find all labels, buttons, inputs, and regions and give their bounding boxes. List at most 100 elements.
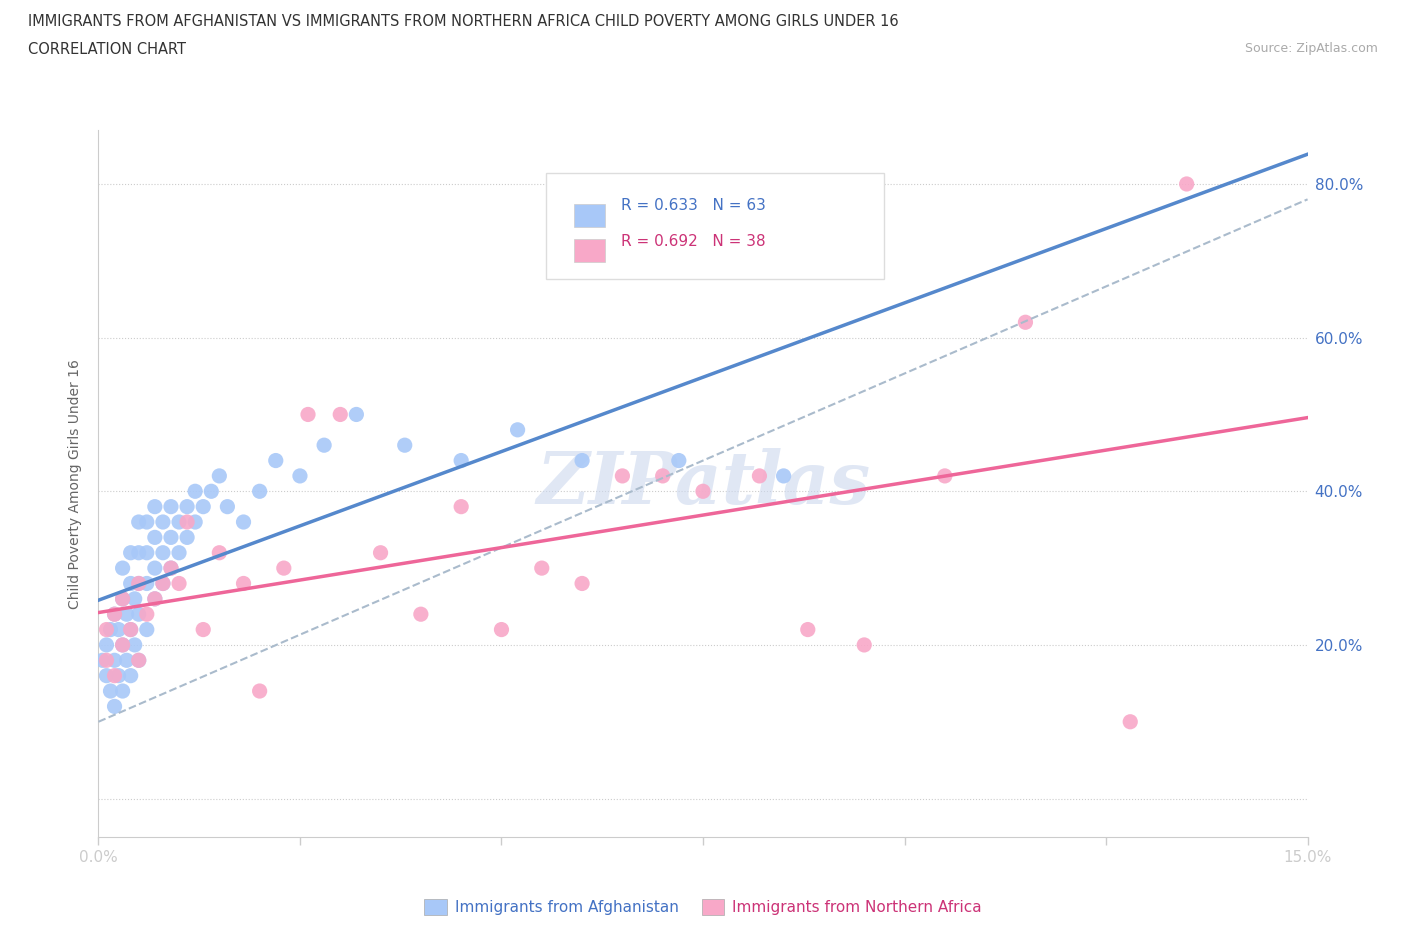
Point: [128, 576, 150, 591]
Point: [264, 453, 287, 468]
Point: [103, 606, 125, 621]
Point: [772, 469, 794, 484]
Point: [297, 407, 319, 422]
Point: [103, 653, 125, 668]
Point: [103, 699, 125, 714]
Point: [120, 669, 142, 684]
Point: [128, 576, 150, 591]
Point: [288, 469, 311, 484]
Point: [120, 576, 142, 591]
Point: [184, 514, 207, 529]
Point: [107, 669, 129, 684]
Point: [1175, 177, 1198, 192]
Point: [120, 622, 142, 637]
Point: [249, 684, 271, 698]
Point: [176, 499, 198, 514]
Text: R = 0.692   N = 38: R = 0.692 N = 38: [621, 233, 765, 248]
Point: [128, 606, 150, 621]
Text: CORRELATION CHART: CORRELATION CHART: [28, 42, 186, 57]
Text: IMMIGRANTS FROM AFGHANISTAN VS IMMIGRANTS FROM NORTHERN AFRICA CHILD POVERTY AMO: IMMIGRANTS FROM AFGHANISTAN VS IMMIGRANT…: [28, 14, 898, 29]
Point: [748, 469, 770, 484]
Point: [934, 469, 956, 484]
Point: [506, 422, 529, 437]
Point: [651, 469, 673, 484]
Point: [128, 514, 150, 529]
Point: [409, 606, 432, 621]
Y-axis label: Child Poverty Among Girls Under 16: Child Poverty Among Girls Under 16: [69, 359, 83, 608]
Point: [100, 684, 122, 698]
Point: [167, 545, 190, 560]
Point: [143, 591, 166, 606]
FancyBboxPatch shape: [574, 239, 605, 262]
Point: [143, 591, 166, 606]
Point: [491, 622, 513, 637]
Point: [135, 606, 157, 621]
Point: [344, 407, 367, 422]
FancyBboxPatch shape: [546, 173, 884, 279]
Point: [208, 469, 231, 484]
Point: [853, 637, 876, 652]
Point: [111, 637, 134, 652]
Point: [612, 469, 634, 484]
Point: [160, 499, 183, 514]
Point: [193, 622, 215, 637]
Point: [530, 561, 553, 576]
Point: [692, 484, 714, 498]
Point: [152, 576, 174, 591]
Point: [115, 653, 138, 668]
Point: [143, 499, 166, 514]
Point: [152, 545, 174, 560]
Point: [217, 499, 239, 514]
Point: [103, 606, 125, 621]
Legend: Immigrants from Afghanistan, Immigrants from Northern Africa: Immigrants from Afghanistan, Immigrants …: [418, 893, 988, 922]
Text: ZIPatlas: ZIPatlas: [536, 448, 870, 519]
Point: [797, 622, 820, 637]
Point: [135, 545, 157, 560]
Point: [314, 438, 336, 453]
Point: [232, 514, 254, 529]
Point: [160, 530, 183, 545]
Point: [111, 561, 134, 576]
Point: [450, 499, 472, 514]
Point: [124, 591, 146, 606]
Point: [200, 484, 222, 498]
Point: [128, 653, 150, 668]
Point: [152, 576, 174, 591]
Point: [143, 530, 166, 545]
Point: [176, 514, 198, 529]
Text: Source: ZipAtlas.com: Source: ZipAtlas.com: [1244, 42, 1378, 55]
Point: [111, 637, 134, 652]
Point: [160, 561, 183, 576]
Point: [152, 514, 174, 529]
Point: [668, 453, 690, 468]
Point: [96, 622, 118, 637]
Point: [208, 545, 231, 560]
Point: [394, 438, 416, 453]
Point: [249, 484, 271, 498]
Point: [450, 453, 472, 468]
Point: [111, 684, 134, 698]
Point: [96, 637, 118, 652]
Point: [193, 499, 215, 514]
Point: [329, 407, 352, 422]
Point: [120, 545, 142, 560]
Point: [571, 453, 593, 468]
FancyBboxPatch shape: [574, 204, 605, 227]
Point: [184, 484, 207, 498]
Point: [115, 606, 138, 621]
Point: [1014, 315, 1036, 330]
Point: [176, 530, 198, 545]
Point: [135, 576, 157, 591]
Point: [135, 514, 157, 529]
Point: [111, 591, 134, 606]
Point: [232, 576, 254, 591]
Text: R = 0.633   N = 63: R = 0.633 N = 63: [621, 197, 766, 213]
Point: [111, 591, 134, 606]
Point: [167, 514, 190, 529]
Point: [571, 576, 593, 591]
Point: [135, 622, 157, 637]
Point: [273, 561, 295, 576]
Point: [96, 669, 118, 684]
Point: [128, 653, 150, 668]
Point: [96, 653, 118, 668]
